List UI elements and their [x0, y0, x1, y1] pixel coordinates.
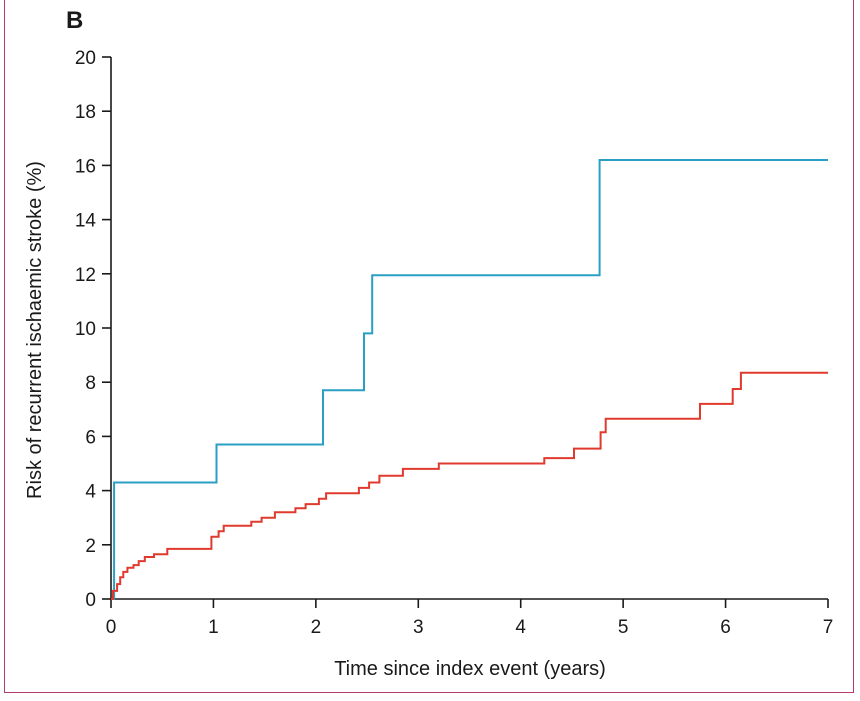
- x-tick-label: 5: [618, 617, 629, 638]
- series-line-red: [111, 371, 828, 600]
- y-tick-label: 14: [75, 211, 97, 232]
- y-tick-label: 12: [75, 265, 96, 286]
- y-tick-label: 10: [75, 319, 96, 340]
- x-tick-label: 1: [208, 617, 219, 638]
- figure-frame: [4, 0, 854, 693]
- panel-label: B: [66, 7, 83, 34]
- x-tick-label: 2: [311, 617, 322, 638]
- x-tick-label: 4: [515, 617, 526, 638]
- x-tick-label: 6: [720, 617, 731, 638]
- y-tick-label: 0: [85, 590, 96, 611]
- series-line-blue: [111, 159, 828, 600]
- y-tick-label: 20: [75, 48, 96, 69]
- series-group: [111, 159, 828, 600]
- y-tick-label: 6: [85, 427, 96, 448]
- x-tick-label: 7: [823, 617, 834, 638]
- x-tick-label: 0: [106, 617, 117, 638]
- y-tick-label: 8: [85, 373, 96, 394]
- y-tick-label: 18: [75, 102, 96, 123]
- y-tick-label: 2: [85, 536, 96, 557]
- y-axis-title: Risk of recurrent ischaemic stroke (%): [24, 161, 46, 499]
- x-tick-label: 3: [413, 617, 424, 638]
- x-axis-title: Time since index event (years): [334, 658, 606, 680]
- y-tick-label: 16: [75, 156, 96, 177]
- y-tick-label: 4: [85, 482, 96, 503]
